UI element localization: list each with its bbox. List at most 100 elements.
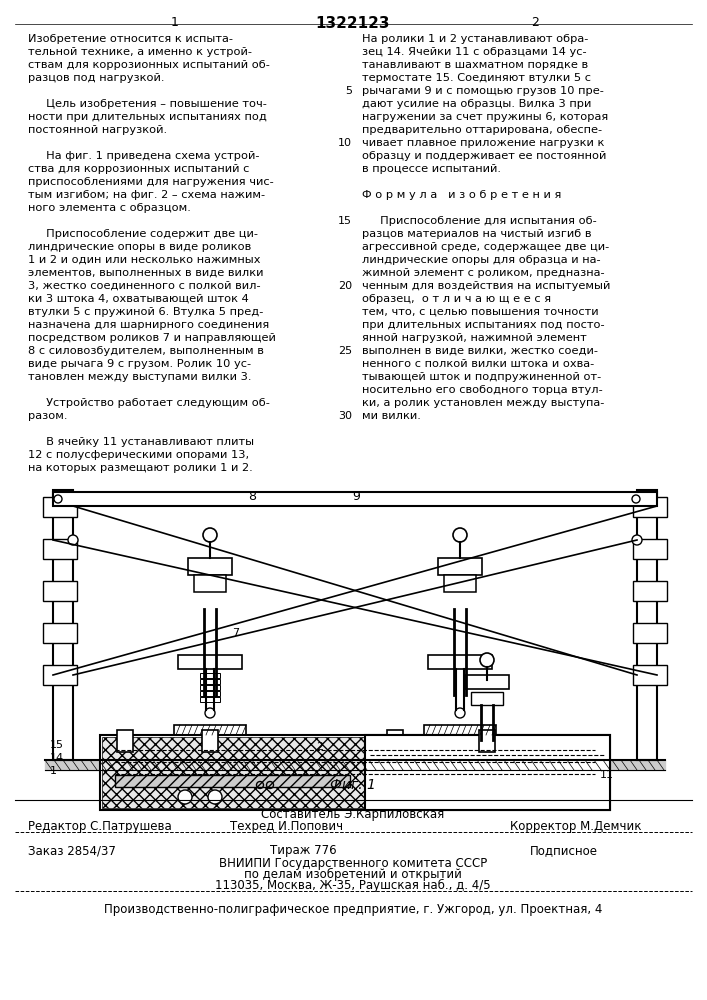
Text: На ролики 1 и 2 устанавливают обра-: На ролики 1 и 2 устанавливают обра- [362,34,588,44]
Text: виде рычага 9 с грузом. Ролик 10 ус-: виде рычага 9 с грузом. Ролик 10 ус- [28,359,251,369]
Circle shape [455,708,465,718]
Bar [200,673,220,678]
Text: линдрические опоры в виде роликов: линдрические опоры в виде роликов [28,242,251,252]
Text: 2: 2 [531,16,539,29]
Text: при длительных испытаниях под посто-: при длительных испытаниях под посто- [362,320,604,330]
Text: 8 с силовозбудителем, выполненным в: 8 с силовозбудителем, выполненным в [28,346,264,356]
Bar [178,655,242,669]
Text: ности при длительных испытаниях под: ности при длительных испытаниях под [28,112,267,122]
Bar [43,539,77,559]
Text: 25: 25 [338,346,352,356]
Bar [444,575,476,592]
Text: чивает плавное приложение нагрузки к: чивает плавное приложение нагрузки к [362,138,604,148]
Circle shape [453,528,467,542]
Bar [188,558,232,575]
Text: 30: 30 [338,411,352,421]
Text: ного элемента с образцом.: ного элемента с образцом. [28,203,191,213]
Bar [115,775,350,787]
Circle shape [205,708,215,718]
Bar [365,735,610,810]
Bar [43,665,77,685]
Text: 20: 20 [338,281,352,291]
Text: Ф о р м у л а   и з о б р е т е н и я: Ф о р м у л а и з о б р е т е н и я [362,190,561,200]
Bar [202,730,218,752]
Text: рычагами 9 и с помощью грузов 10 пре-: рычагами 9 и с помощью грузов 10 пре- [362,86,604,96]
Text: ченным для воздействия на испытуемый: ченным для воздействия на испытуемый [362,281,610,291]
Circle shape [68,535,78,545]
Text: назначена для шарнирного соединения: назначена для шарнирного соединения [28,320,269,330]
Bar [200,679,220,684]
Text: 9: 9 [352,490,360,503]
Text: разом.: разом. [28,411,67,421]
Bar [479,730,495,752]
Text: элементов, выполненных в виде вилки: элементов, выполненных в виде вилки [28,268,264,278]
Text: ки, а ролик установлен между выступа-: ки, а ролик установлен между выступа- [362,398,604,408]
Circle shape [632,535,642,545]
Bar [43,497,77,517]
Bar [471,692,503,705]
Bar [200,691,220,696]
Text: выполнен в виде вилки, жестко соеди-: выполнен в виде вилки, жестко соеди- [362,346,598,356]
Bar [387,730,403,752]
Text: в процессе испытаний.: в процессе испытаний. [362,164,501,174]
Bar [200,685,220,690]
Text: янной нагрузкой, нажимной элемент: янной нагрузкой, нажимной элемент [362,333,587,343]
Bar [43,581,77,601]
Text: ки 3 штока 4, охватывающей шток 4: ки 3 штока 4, охватывающей шток 4 [28,294,249,304]
Text: Изобретение относится к испыта-: Изобретение относится к испыта- [28,34,233,44]
Text: 1: 1 [171,16,179,29]
Text: 14: 14 [50,753,64,763]
Text: носительно его свободного торца втул-: носительно его свободного торца втул- [362,385,603,395]
Text: предварительно оттарирована, обеспе-: предварительно оттарирована, обеспе- [362,125,602,135]
Text: образцу и поддерживает ее постоянной: образцу и поддерживает ее постоянной [362,151,607,161]
Text: 15: 15 [50,740,64,750]
Text: Составитель Э.Карпиловская: Составитель Э.Карпиловская [262,808,445,821]
Bar [428,655,492,669]
Text: Редактор С.Патрушева: Редактор С.Патрушева [28,820,172,833]
Bar [102,737,608,808]
Text: 11: 11 [600,770,614,780]
Text: по делам изобретений и открытий: по делам изобретений и открытий [244,868,462,881]
Text: Техред И.Попович: Техред И.Попович [230,820,343,833]
Text: термостате 15. Соединяют втулки 5 с: термостате 15. Соединяют втулки 5 с [362,73,591,83]
Text: втулки 5 с пружиной 6. Втулка 5 пред-: втулки 5 с пружиной 6. Втулка 5 пред- [28,307,264,317]
Text: 3, жестко соединенного с полкой вил-: 3, жестко соединенного с полкой вил- [28,281,261,291]
Text: 10: 10 [338,138,352,148]
Text: ствам для коррозионных испытаний об-: ствам для коррозионных испытаний об- [28,60,270,70]
Bar [43,623,77,643]
Bar [194,575,226,592]
Text: ненного с полкой вилки штока и охва-: ненного с полкой вилки штока и охва- [362,359,595,369]
Text: нагружении за счет пружины 6, которая: нагружении за счет пружины 6, которая [362,112,608,122]
Text: 1: 1 [50,766,57,776]
Text: дают усилие на образцы. Вилка 3 при: дают усилие на образцы. Вилка 3 при [362,99,591,109]
Text: разцов под нагрузкой.: разцов под нагрузкой. [28,73,165,83]
Text: Устройство работает следующим об-: Устройство работает следующим об- [28,398,270,408]
Text: Подписное: Подписное [530,844,598,857]
Text: Заказ 2854/37: Заказ 2854/37 [28,844,116,857]
Text: 1322123: 1322123 [316,16,390,31]
Bar [633,581,667,601]
Text: 12 с полусферическими опорами 13,: 12 с полусферическими опорами 13, [28,450,249,460]
Text: зец 14. Ячейки 11 с образцами 14 ус-: зец 14. Ячейки 11 с образцами 14 ус- [362,47,587,57]
Bar [200,697,220,702]
Bar [633,623,667,643]
Text: Цель изобретения – повышение точ-: Цель изобретения – повышение точ- [28,99,267,109]
Text: образец,  о т л и ч а ю щ е е с я: образец, о т л и ч а ю щ е е с я [362,294,551,304]
Text: 2: 2 [316,742,323,752]
Text: На фиг. 1 приведена схема устрой-: На фиг. 1 приведена схема устрой- [28,151,259,161]
Text: ми вилки.: ми вилки. [362,411,421,421]
Circle shape [208,790,222,804]
Text: тым изгибом; на фиг. 2 – схема нажим-: тым изгибом; на фиг. 2 – схема нажим- [28,190,265,200]
Bar [117,730,133,752]
Bar [465,675,509,689]
Text: на которых размещают ролики 1 и 2.: на которых размещают ролики 1 и 2. [28,463,252,473]
Text: агрессивной среде, содержащее две ци-: агрессивной среде, содержащее две ци- [362,242,609,252]
Bar [633,497,667,517]
Text: 113035, Москва, Ж-35, Раушская наб., д. 4/5: 113035, Москва, Ж-35, Раушская наб., д. … [215,879,491,892]
Bar [438,558,482,575]
Text: Приспособление содержит две ци-: Приспособление содержит две ци- [28,229,258,239]
Bar [633,539,667,559]
Text: 5: 5 [345,86,352,96]
Bar [53,492,657,506]
Text: жимной элемент с роликом, предназна-: жимной элемент с роликом, предназна- [362,268,604,278]
